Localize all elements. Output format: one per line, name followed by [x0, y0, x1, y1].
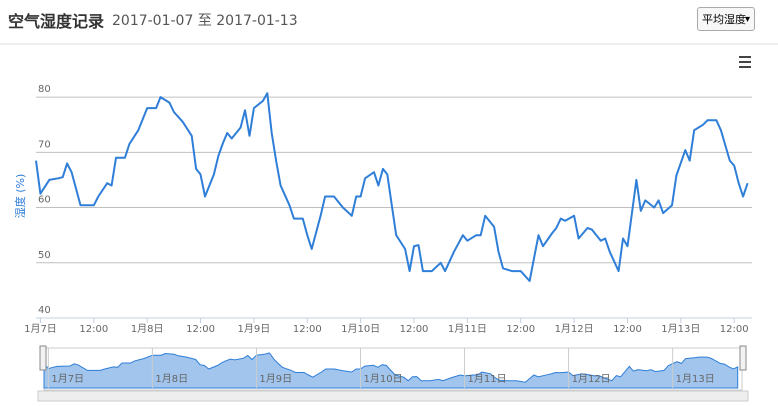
menu-icon[interactable]	[739, 56, 751, 68]
title: 空气湿度记录	[8, 12, 105, 31]
x-tick-label: 12:00	[79, 324, 108, 335]
x-tick-label: 1月13日	[661, 323, 700, 335]
y-tick-label: 40	[38, 305, 51, 316]
nav-handle-right[interactable]	[739, 345, 747, 371]
nav-tick-label: 1月9日	[259, 373, 292, 385]
nav-tick-label: 1月7日	[51, 373, 84, 385]
x-tick-label: 12:00	[400, 324, 429, 335]
dropdown[interactable]: 平均湿度	[697, 7, 755, 32]
nav-tick-label: 1月13日	[676, 373, 715, 385]
y-axis-title: 湿度 (%)	[13, 174, 27, 219]
nav-tick-label: 1月8日	[155, 373, 188, 385]
x-tick-label: 12:00	[506, 324, 535, 335]
y-tick-label: 80	[38, 84, 51, 95]
x-tick-label: 1月11日	[448, 323, 487, 335]
x-tick-label: 12:00	[293, 324, 322, 335]
y-tick-label: 60	[38, 195, 51, 206]
navigator-area	[43, 352, 739, 389]
x-tick-label: 12:00	[186, 324, 215, 335]
x-tick-label: 1月8日	[131, 323, 164, 335]
x-tick-label: 1月7日	[24, 323, 57, 335]
y-tick-label: 50	[38, 250, 51, 261]
x-tick-label: 12:00	[613, 324, 642, 335]
nav-tick-label: 1月11日	[468, 373, 507, 385]
y-tick-label: 70	[38, 139, 51, 150]
x-tick-label: 1月10日	[341, 323, 380, 335]
x-tick-label: 12:00	[720, 324, 749, 335]
nav-handle-left[interactable]	[39, 345, 47, 371]
nav-tick-label: 1月10日	[363, 373, 402, 385]
date-range: 2017-01-07 至 2017-01-13	[112, 13, 298, 29]
scrollbar[interactable]	[37, 390, 749, 402]
nav-tick-label: 1月12日	[572, 373, 611, 385]
x-tick-label: 1月12日	[555, 323, 594, 335]
x-tick-label: 1月9日	[238, 323, 271, 335]
line	[35, 92, 749, 282]
